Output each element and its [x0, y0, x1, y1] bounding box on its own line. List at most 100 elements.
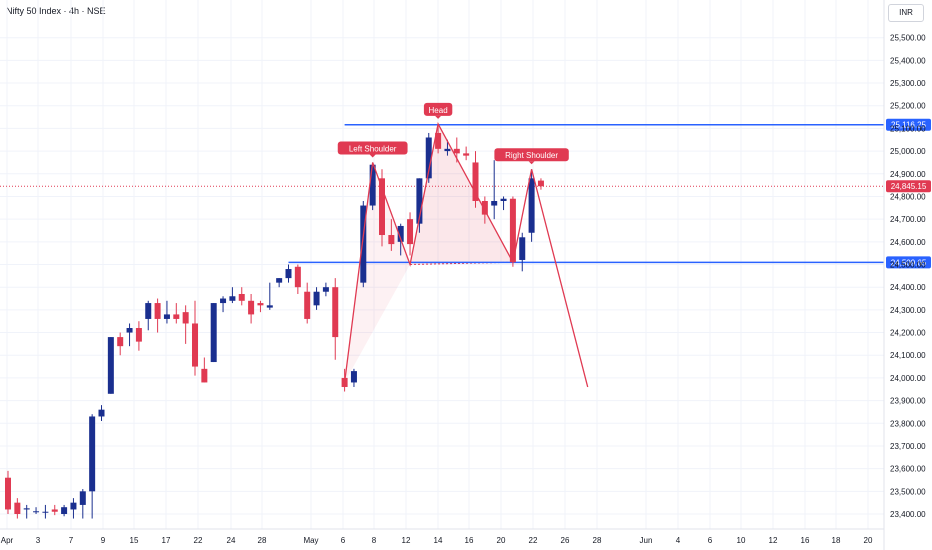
candle-body [491, 201, 498, 206]
y-tick-label: 25,100.00 [890, 124, 926, 133]
candle-body [192, 323, 198, 367]
candle [369, 162, 376, 211]
x-tick-label: 18 [832, 536, 841, 545]
candle [163, 300, 170, 324]
candle-body [23, 508, 30, 510]
candle [416, 178, 423, 233]
candle-body [397, 225, 404, 242]
x-tick-label: 3 [36, 536, 41, 545]
time-axis: Apr 3 7 9 15 17 22 24 28 May 6 8 12 14 16 20 22 26 28 Jun 4 6… [0, 528, 884, 545]
candle-body [509, 198, 516, 263]
candle [154, 298, 161, 333]
left-shoulder-area [344, 162, 411, 383]
candle-body [444, 148, 451, 152]
candle [5, 470, 11, 514]
candle-body [463, 153, 470, 156]
candle-body [163, 314, 170, 319]
candle [70, 498, 77, 519]
candle [182, 305, 189, 344]
chart-title: Nifty 50 Index · 4h · NSE [6, 6, 106, 16]
y-tick-label: 24,700.00 [890, 215, 926, 224]
candle-body [313, 291, 320, 306]
candle [379, 169, 385, 247]
candle [332, 278, 339, 360]
candle-body [304, 291, 311, 319]
y-tick-label: 25,200.00 [890, 102, 926, 111]
candles [5, 123, 544, 519]
candle-body [98, 409, 105, 417]
candle-body [519, 237, 526, 260]
candle [173, 303, 180, 324]
currency-selector[interactable]: INR [888, 4, 924, 22]
candle [294, 264, 301, 294]
candle-body [61, 507, 68, 514]
candle [463, 146, 470, 161]
x-tick-label: 8 [372, 536, 377, 545]
level-value: 25,116.25 [891, 121, 927, 130]
candle-body [5, 477, 11, 510]
left-shoulder-label: Left Shoulder [337, 141, 408, 158]
head-label: Head [423, 102, 453, 119]
x-tick-label: Jun [640, 536, 653, 545]
x-tick-label: 20 [497, 536, 506, 545]
candle [135, 321, 142, 351]
candle-body [500, 198, 507, 202]
candle-body [42, 511, 49, 513]
y-tick-label: 24,900.00 [890, 170, 926, 179]
candle [98, 405, 105, 422]
pattern-label-box [337, 141, 408, 155]
pattern-label-text: Head [429, 106, 448, 115]
candle-body [257, 303, 264, 306]
candle [509, 196, 516, 267]
x-tick-label: 15 [130, 536, 139, 545]
pattern-label-pointer [435, 115, 442, 119]
candle-body [425, 137, 432, 179]
y-tick-label: 23,800.00 [890, 419, 926, 428]
level-tag [886, 118, 931, 131]
level-value: 24,509.65 [891, 258, 927, 267]
candle-body [294, 266, 301, 288]
candle-body [360, 205, 367, 283]
x-tick-label: 12 [402, 536, 411, 545]
y-tick-label: 24,100.00 [890, 351, 926, 360]
x-tick-label: 4 [676, 536, 681, 545]
candle-body [220, 298, 227, 304]
candle-body [481, 201, 488, 215]
candle-body [79, 491, 86, 505]
pattern-label-pointer [528, 161, 535, 165]
candle-body [14, 502, 21, 514]
candle-body [332, 287, 339, 338]
pattern-labels: Left Shoulder Head Right Shoulder [337, 102, 569, 165]
candle [472, 151, 479, 208]
candle [425, 132, 432, 183]
x-tick-label: 9 [101, 536, 106, 545]
candle-body [407, 219, 414, 245]
candle-body [528, 178, 535, 233]
candle [79, 489, 86, 519]
pattern-label-pointer [369, 154, 376, 158]
candle [238, 287, 245, 306]
candle-body [453, 148, 460, 154]
candle [285, 264, 292, 283]
candle [117, 332, 124, 356]
candle [519, 232, 526, 272]
pattern-label-box [423, 102, 453, 116]
candle [491, 160, 498, 220]
candle-body [70, 502, 77, 510]
candle [257, 300, 264, 313]
price-levels: 25,116.25 24,509.65 24,845.15 [0, 118, 931, 269]
candle [500, 196, 507, 211]
candle [313, 287, 320, 310]
x-tick-label: 24 [227, 536, 236, 545]
candle [107, 337, 114, 394]
candle [42, 504, 49, 519]
candle-body [145, 303, 152, 319]
x-tick-label: 22 [529, 536, 538, 545]
candle [210, 303, 217, 363]
x-tick-label: 6 [708, 536, 713, 545]
y-tick-label: 24,600.00 [890, 238, 926, 247]
candle [61, 504, 68, 517]
x-tick-label: 26 [561, 536, 570, 545]
candle [528, 169, 535, 242]
